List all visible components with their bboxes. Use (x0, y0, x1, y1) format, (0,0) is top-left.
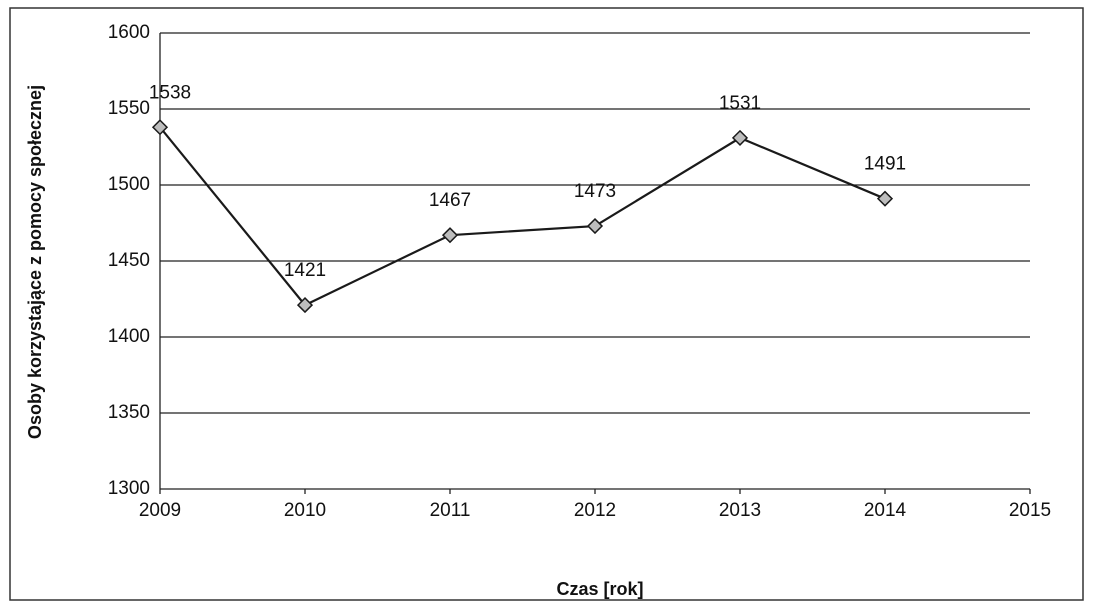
x-tick-label: 2010 (284, 500, 326, 521)
x-tick-label: 2011 (430, 500, 471, 521)
x-tick-label: 2015 (1009, 500, 1051, 521)
marker (731, 129, 749, 146)
data-label: 1531 (719, 93, 761, 114)
marker (876, 190, 894, 207)
marker (296, 297, 314, 314)
x-tick-label: 2012 (574, 500, 616, 521)
line (159, 126, 886, 307)
marker (586, 217, 604, 235)
y-tick-label: 1600 (108, 22, 150, 43)
x-axis-label: Czas [rok] (556, 579, 643, 599)
x-tick-label: 2014 (864, 500, 907, 521)
x-tick-label: 2009 (139, 500, 181, 521)
data-label: 1421 (284, 260, 326, 281)
marker (151, 119, 169, 136)
data-label: 1473 (574, 181, 616, 202)
y-tick-label: 1300 (108, 478, 150, 499)
chart-border (9, 7, 1084, 601)
y-tick-label: 1450 (108, 250, 150, 271)
y-tick-label: 1550 (108, 98, 150, 119)
y-tick-label: 1500 (108, 174, 150, 195)
y-tick-label: 1400 (108, 326, 150, 347)
data-label: 1467 (429, 190, 471, 211)
data-label: 1491 (864, 154, 906, 175)
marker (441, 227, 459, 244)
y-axis-label: Osoby korzystające z pomocy społecznej (25, 85, 45, 439)
y-tick-label: 1350 (108, 402, 150, 423)
data-label: 1538 (149, 82, 191, 103)
x-tick-label: 2013 (719, 500, 761, 521)
